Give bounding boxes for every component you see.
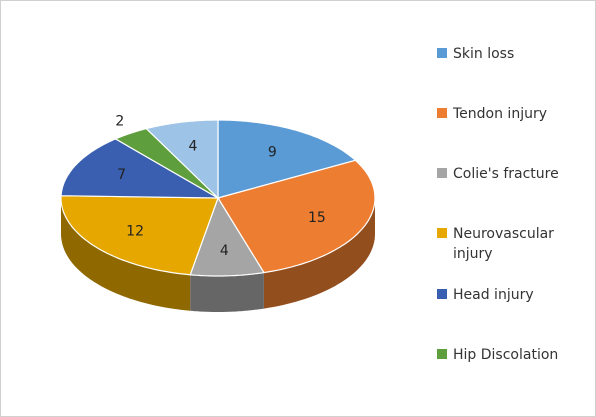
slice-side (61, 198, 191, 311)
slice (114, 127, 219, 199)
slice (217, 119, 357, 199)
legend-label: Head injury (453, 287, 534, 303)
slice (189, 196, 265, 277)
slice-side (263, 198, 375, 309)
slice (60, 195, 219, 276)
legend-swatch (437, 289, 447, 299)
legend-swatch (437, 168, 447, 178)
slice-side (190, 272, 264, 312)
data-label: 7 (117, 167, 126, 183)
legend-label: Tendon injury (453, 106, 548, 122)
data-label: 4 (188, 138, 197, 154)
legend-swatch (437, 48, 447, 58)
legend-item: Colie's fracture (437, 164, 583, 184)
slice (217, 159, 376, 274)
legend-swatch (437, 228, 447, 238)
slice (60, 138, 221, 199)
legend-swatch (437, 349, 447, 359)
legend-item: Head injury (437, 285, 583, 305)
legend-swatch (437, 108, 447, 118)
legend-label: Neurovascular injury (453, 226, 554, 262)
data-label: 15 (308, 210, 326, 226)
legend-label: Colie's fracture (453, 166, 559, 182)
data-label: 2 (115, 114, 124, 130)
slice (145, 119, 219, 200)
data-label: 4 (220, 243, 229, 259)
data-label: 12 (126, 223, 144, 239)
legend-item: Neurovascular injury (437, 224, 583, 264)
legend-label: Skin loss (453, 46, 515, 62)
legend-item: Hip Discolation (437, 345, 583, 365)
data-label: 9 (268, 144, 277, 160)
legend-item: Tendon injury (437, 104, 583, 124)
legend-label: Hip Discolation (453, 347, 559, 363)
legend-item: Skin loss (437, 44, 583, 64)
